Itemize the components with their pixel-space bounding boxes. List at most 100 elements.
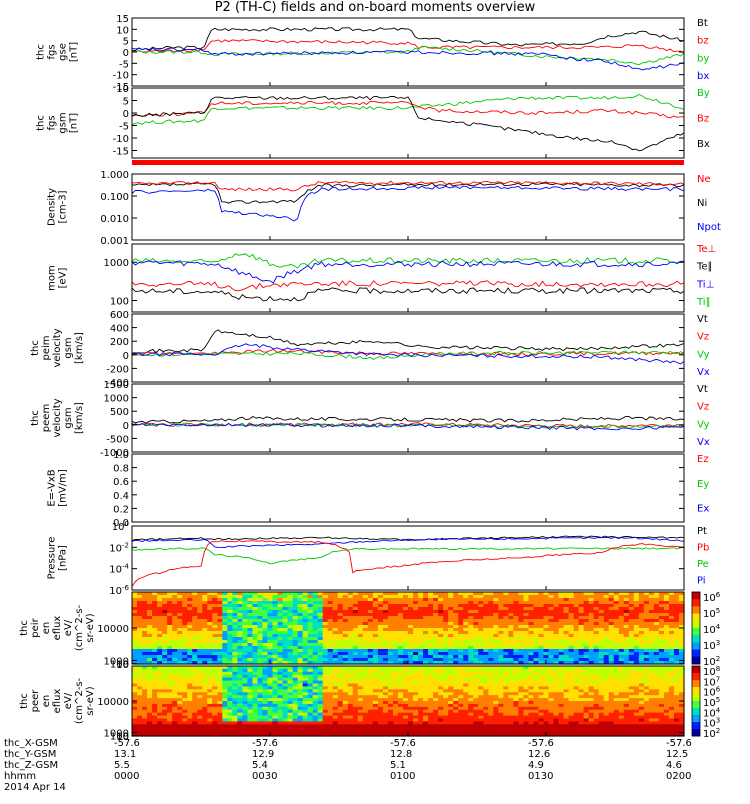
- colorbar-segment: [692, 628, 700, 632]
- legend-label-Te⊥: Te⊥: [696, 244, 716, 255]
- mode-bar: [132, 160, 684, 165]
- series-line-Ti⊥: [132, 261, 684, 283]
- y-tick-label: 100: [112, 520, 129, 533]
- legend-label-bz: bz: [697, 36, 709, 47]
- legend-label-Ti⊥: Ti⊥: [696, 279, 714, 290]
- y-tick-label: 5: [123, 37, 129, 48]
- y-axis-label: peir: [30, 617, 41, 637]
- colorbar-segment: [692, 610, 700, 614]
- series-line-Vt: [132, 330, 684, 353]
- y-tick-label: -5: [119, 122, 129, 133]
- y-tick-label: -10: [113, 134, 129, 145]
- y-axis-label: E=-VxB: [47, 469, 58, 506]
- y-tick-label: -15: [113, 147, 129, 158]
- colorbar-tick-label: 105: [703, 607, 720, 620]
- series-line-By: [132, 95, 684, 125]
- y-tick-label: -10: [113, 71, 129, 82]
- colorbar-segment: [692, 642, 700, 646]
- legend-label-Ez: Ez: [697, 454, 709, 465]
- legend-label-Bt: Bt: [697, 18, 708, 29]
- legend-label-Vz: Vz: [697, 332, 709, 343]
- colorbar-segment: [692, 657, 700, 661]
- legend-label-Vt: Vt: [697, 314, 708, 325]
- colorbar-segment: [692, 650, 700, 654]
- y-tick-label: 10-2: [109, 541, 129, 554]
- legend-label-Bz: Bz: [697, 114, 709, 125]
- y-axis-label: thc: [19, 620, 30, 636]
- series-line-Pe: [132, 548, 684, 564]
- y-tick-label: 0.001: [100, 236, 129, 247]
- y-tick-label: 5: [123, 97, 129, 108]
- y-tick-label: 0.4: [113, 491, 129, 502]
- legend-label-Pb: Pb: [697, 543, 709, 554]
- y-axis-label: peim: [41, 335, 52, 360]
- y-axis-label: [km/s]: [74, 402, 85, 434]
- colorbar-segment: [692, 617, 700, 621]
- y-axis-label: fgs: [47, 44, 58, 59]
- legend-label-Vy: Vy: [697, 419, 710, 430]
- y-tick-label: 0: [123, 48, 129, 59]
- y-tick-label: 1.0: [113, 450, 129, 461]
- legend-label-Vt: Vt: [697, 384, 708, 395]
- y-tick-label: 600: [110, 310, 129, 321]
- y-axis-label: (cm^2-s-: [74, 604, 85, 651]
- panel-frame: [132, 454, 684, 522]
- y-axis-label: gsm: [63, 407, 74, 428]
- legend-label-Ti∥: Ti∥: [696, 297, 711, 308]
- series-line-Bz: [132, 101, 684, 117]
- y-axis-label: Density: [47, 188, 58, 226]
- colorbar-tick-label: 104: [703, 623, 721, 636]
- legend-label-Vy: Vy: [697, 349, 710, 360]
- legend-label-Pt: Pt: [697, 526, 707, 537]
- y-tick-label: 0.100: [100, 192, 129, 203]
- colorbar-segment: [692, 621, 700, 625]
- y-tick-label: -5: [119, 59, 129, 70]
- y-axis-label: eV/: [63, 619, 74, 636]
- y-tick-label: 10: [116, 84, 129, 95]
- y-axis-label: [nT]: [69, 113, 80, 133]
- colorbar-segment: [692, 596, 700, 600]
- panel-frame: [132, 244, 684, 312]
- series-line-Bt: [132, 28, 684, 51]
- y-tick-label: -500: [106, 434, 129, 445]
- y-tick-label: 1000: [104, 394, 129, 405]
- y-tick-label: 10-6: [109, 584, 129, 597]
- series-line-Te∥: [132, 288, 684, 301]
- y-axis-label: fgs: [47, 115, 58, 130]
- y-tick-label: 200: [110, 337, 129, 348]
- legend-label-Ex: Ex: [697, 504, 709, 515]
- legend-label-by: by: [697, 53, 709, 64]
- colorbar-tick-label: 103: [703, 639, 720, 652]
- y-tick-label: 1000: [104, 258, 129, 269]
- y-tick-label: 0.010: [100, 214, 129, 225]
- legend-label-Ey: Ey: [697, 479, 709, 490]
- y-tick-label: -200: [106, 364, 129, 375]
- panel-frame: [132, 314, 684, 382]
- legend-label-Npot: Npot: [697, 222, 721, 233]
- y-axis-label: gsm: [58, 112, 69, 133]
- y-axis-label: [mV/m]: [58, 469, 69, 507]
- y-tick-label: 0: [123, 351, 129, 362]
- y-axis-label: velocity: [52, 398, 63, 437]
- y-tick-label: 500: [110, 407, 129, 418]
- panel-frame: [132, 174, 684, 240]
- y-tick-label: 100: [110, 296, 129, 307]
- figure-title: P2 (TH-C) fields and on-board moments ov…: [0, 0, 750, 15]
- y-tick-label: 1.000: [100, 170, 129, 181]
- colorbar-segment: [692, 653, 700, 657]
- y-tick-label: 10: [116, 660, 129, 671]
- y-axis-label: eflux: [52, 616, 63, 641]
- y-axis-label: [nPa]: [58, 545, 69, 571]
- y-tick-label: 0.8: [113, 464, 129, 475]
- y-tick-label: 0: [123, 109, 129, 120]
- y-axis-label: [eV]: [58, 268, 69, 289]
- legend-label-Vx: Vx: [697, 367, 710, 378]
- legend-label-Ne: Ne: [697, 174, 711, 185]
- legend-label-Vz: Vz: [697, 402, 709, 413]
- panel-frame: [132, 526, 684, 590]
- y-axis-label: gsm: [63, 337, 74, 358]
- colorbar-segment: [692, 635, 700, 639]
- colorbar-segment: [692, 639, 700, 643]
